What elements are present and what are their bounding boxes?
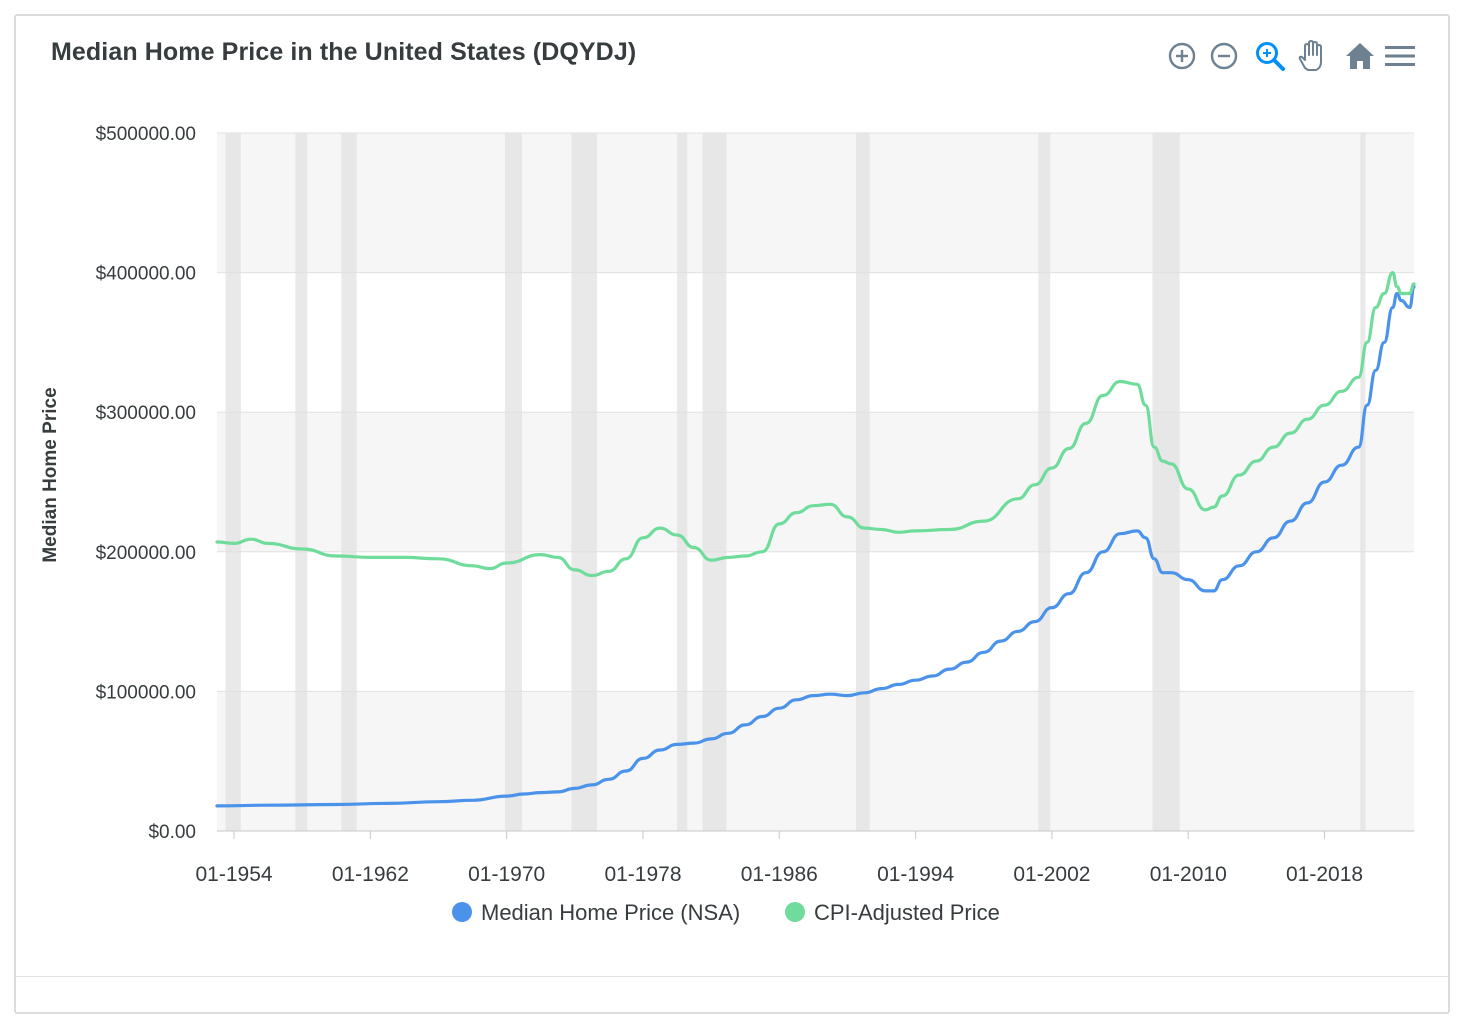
recession-band xyxy=(571,133,597,831)
legend-marker-2 xyxy=(785,902,805,922)
zoom-in-icon[interactable] xyxy=(1164,38,1200,74)
recession-band xyxy=(1360,133,1366,831)
series-line-2 xyxy=(215,271,1416,578)
chart-title: Median Home Price in the United States (… xyxy=(51,38,637,66)
recession-band xyxy=(295,133,308,831)
y-axis-label: Median Home Price xyxy=(40,387,61,562)
plot-band xyxy=(217,691,1414,831)
card-divider xyxy=(14,976,1450,977)
y-tick-label: $200000.00 xyxy=(96,543,196,564)
x-tick-label: 01-1954 xyxy=(196,863,273,886)
x-tick-label: 01-2018 xyxy=(1286,863,1363,886)
recession-band xyxy=(504,133,523,831)
legend-marker-1 xyxy=(452,902,472,922)
x-tick-label: 01-1962 xyxy=(332,863,409,886)
y-tick-label: $500000.00 xyxy=(96,124,196,145)
legend-label-1: Median Home Price (NSA) xyxy=(481,900,740,925)
selection-zoom-icon[interactable] xyxy=(1252,38,1288,74)
legend-label-2: CPI-Adjusted Price xyxy=(814,900,1000,925)
recession-band xyxy=(1152,133,1180,831)
y-tick-label: $0.00 xyxy=(148,822,196,843)
recession-band xyxy=(702,133,727,831)
recession-band xyxy=(225,133,241,831)
menu-icon[interactable] xyxy=(1382,38,1418,74)
recession-band xyxy=(1038,133,1051,831)
recession-band xyxy=(341,133,357,831)
recession-band xyxy=(677,133,688,831)
y-tick-label: $400000.00 xyxy=(96,264,196,285)
plot-band xyxy=(217,412,1414,552)
x-tick-label: 01-1970 xyxy=(468,863,545,886)
x-tick-label: 01-1986 xyxy=(741,863,818,886)
x-tick-label: 01-2002 xyxy=(1013,863,1090,886)
y-tick-label: $300000.00 xyxy=(96,403,196,424)
x-tick-label: 01-1994 xyxy=(877,863,954,886)
reset-home-icon[interactable] xyxy=(1342,38,1378,74)
zoom-out-icon[interactable] xyxy=(1206,38,1242,74)
x-tick-label: 01-2010 xyxy=(1150,863,1227,886)
y-tick-label: $100000.00 xyxy=(96,682,196,703)
plot-band xyxy=(217,133,1414,273)
recession-band xyxy=(855,133,870,831)
pan-hand-icon[interactable] xyxy=(1294,38,1330,74)
series-line-1 xyxy=(215,285,1416,808)
x-tick-label: 01-1978 xyxy=(604,863,681,886)
